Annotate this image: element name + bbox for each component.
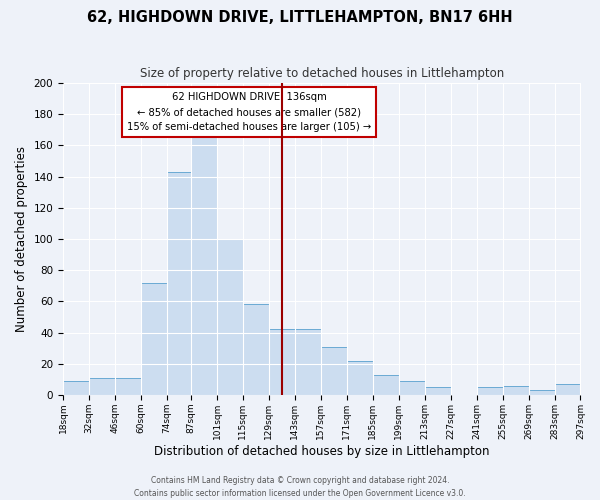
- Text: 62 HIGHDOWN DRIVE: 136sqm
← 85% of detached houses are smaller (582)
15% of semi: 62 HIGHDOWN DRIVE: 136sqm ← 85% of detac…: [127, 92, 371, 132]
- Bar: [425, 387, 451, 395]
- Bar: [243, 304, 269, 395]
- Bar: [269, 330, 295, 395]
- Bar: [89, 378, 115, 395]
- Bar: [399, 381, 425, 395]
- Bar: [321, 346, 347, 395]
- Bar: [503, 386, 529, 395]
- Bar: [191, 133, 217, 395]
- Bar: [295, 330, 321, 395]
- Bar: [373, 374, 399, 395]
- X-axis label: Distribution of detached houses by size in Littlehampton: Distribution of detached houses by size …: [154, 444, 490, 458]
- Bar: [217, 239, 243, 395]
- Bar: [115, 378, 141, 395]
- Text: Contains HM Land Registry data © Crown copyright and database right 2024.
Contai: Contains HM Land Registry data © Crown c…: [134, 476, 466, 498]
- Bar: [347, 360, 373, 395]
- Title: Size of property relative to detached houses in Littlehampton: Size of property relative to detached ho…: [140, 68, 504, 80]
- Y-axis label: Number of detached properties: Number of detached properties: [15, 146, 28, 332]
- Bar: [476, 387, 503, 395]
- Bar: [529, 390, 554, 395]
- Bar: [167, 172, 191, 395]
- Bar: [63, 381, 89, 395]
- Text: 62, HIGHDOWN DRIVE, LITTLEHAMPTON, BN17 6HH: 62, HIGHDOWN DRIVE, LITTLEHAMPTON, BN17 …: [87, 10, 513, 25]
- Bar: [554, 384, 581, 395]
- Bar: [141, 282, 167, 395]
